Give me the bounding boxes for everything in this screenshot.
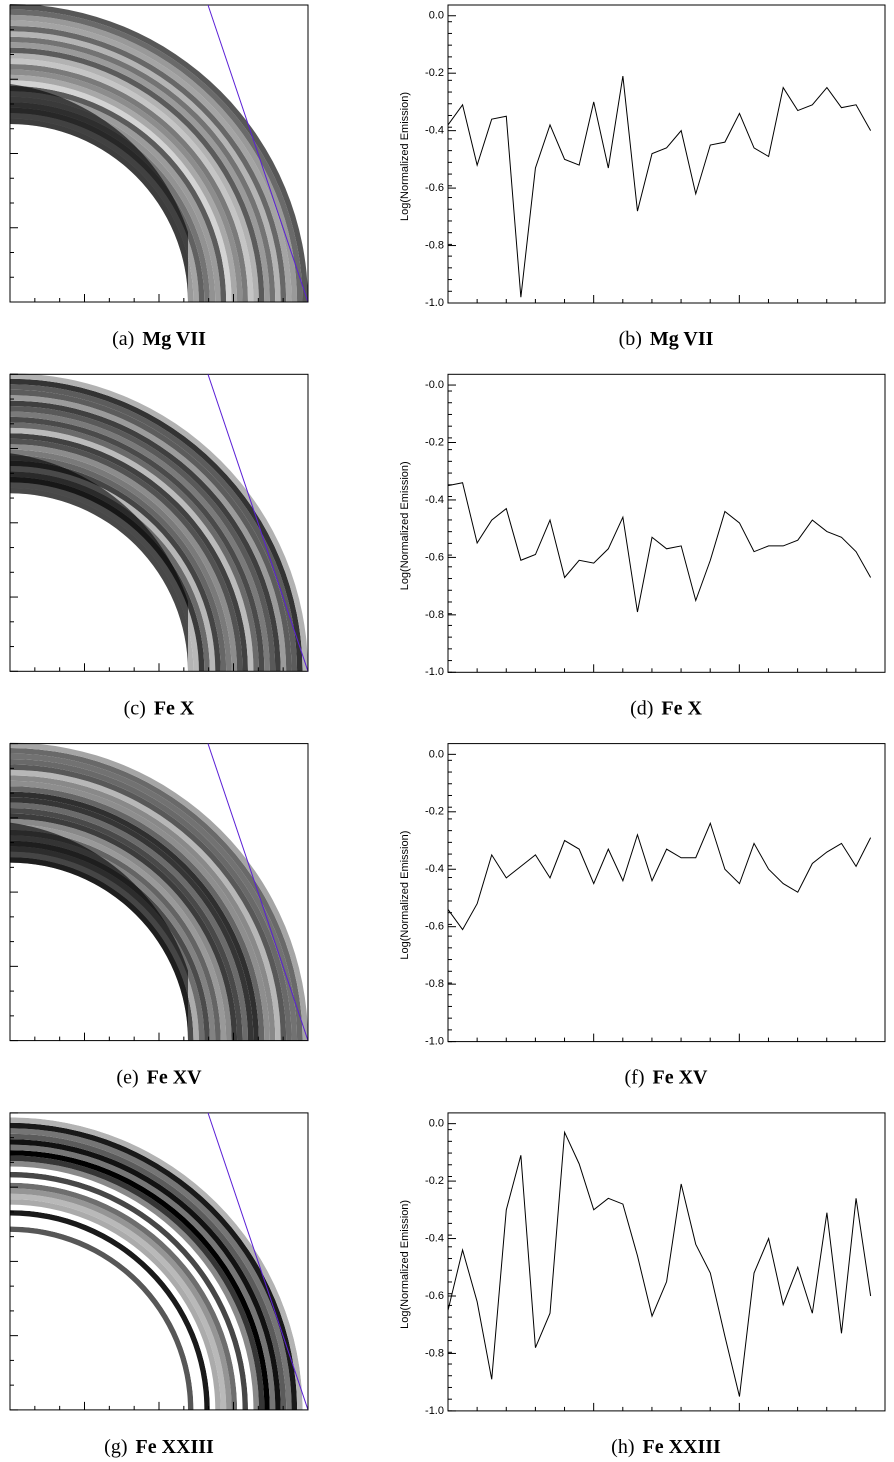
data-line — [447, 75, 872, 298]
caption: (h) Fe XXIII — [611, 1436, 721, 1458]
caption-ion: Fe XXIII — [135, 1436, 214, 1458]
caption: (g) Fe XXIII — [104, 1436, 214, 1458]
caption-label: (c) — [124, 697, 146, 719]
y-axis-label: Log(Normalized Emission) — [399, 831, 411, 960]
y-tick-label: -1.0 — [425, 666, 444, 678]
y-tick-label: -0.6 — [425, 1290, 444, 1302]
emission-image — [10, 4, 308, 303]
y-tick-label: 0.0 — [429, 10, 444, 22]
data-line — [447, 482, 872, 613]
caption-title: Fe X — [661, 697, 702, 719]
dark-wedge — [10, 84, 188, 302]
y-axis-label: Log(Normalized Emission) — [399, 92, 411, 221]
caption-label: (f) — [625, 1067, 645, 1089]
y-axis-label: Log(Normalized Emission) — [399, 1200, 411, 1329]
slit-line — [207, 4, 309, 303]
y-tick-label: -0.2 — [425, 806, 444, 818]
plot-frame — [447, 1112, 886, 1412]
caption-title: Mg VII — [650, 328, 714, 350]
y-tick-label: -0.0 — [425, 379, 444, 391]
caption-ion: Fe X — [154, 697, 195, 719]
emission-image — [10, 742, 308, 1041]
caption-ion: Mg VII — [142, 328, 206, 350]
y-tick-label: -0.4 — [425, 494, 444, 506]
y-tick-label: -0.4 — [425, 863, 444, 875]
y-tick-label: -0.8 — [425, 978, 444, 990]
caption: (a) Mg VII — [112, 328, 206, 350]
y-tick-label: -0.8 — [425, 609, 444, 621]
caption: (d) Fe X — [630, 697, 702, 719]
slit-line — [207, 1112, 309, 1411]
y-tick-label: -1.0 — [425, 297, 444, 309]
y-tick-label: -0.2 — [425, 67, 444, 79]
caption: (e) Fe XV — [116, 1067, 202, 1089]
caption-title: Fe XXIII — [642, 1436, 721, 1458]
y-axis-label: Log(Normalized Emission) — [399, 461, 411, 590]
caption: (b) Mg VII — [619, 328, 714, 350]
y-tick-label: 0.0 — [429, 748, 444, 760]
caption-label: (h) — [611, 1436, 634, 1458]
caption-label: (g) — [104, 1436, 127, 1458]
y-tick-label: -0.2 — [425, 1175, 444, 1187]
y-tick-label: -0.2 — [425, 436, 444, 448]
dark-wedge — [10, 453, 188, 672]
plot-frame — [447, 743, 886, 1043]
y-tick-label: -0.8 — [425, 239, 444, 251]
plot-frame — [447, 4, 886, 304]
y-tick-label: -0.4 — [425, 1232, 444, 1244]
caption-ion: Fe XV — [147, 1067, 203, 1089]
y-tick-label: -1.0 — [425, 1405, 444, 1417]
dark-wedge — [10, 822, 188, 1041]
y-tick-label: -0.4 — [425, 125, 444, 137]
slit-line — [207, 743, 309, 1041]
data-line — [447, 1130, 872, 1397]
y-tick-label: -0.6 — [425, 182, 444, 194]
emission-image — [10, 373, 308, 672]
caption-label: (e) — [116, 1067, 138, 1089]
slit-line — [207, 374, 309, 672]
y-tick-label: 0.0 — [429, 1118, 444, 1130]
y-tick-label: -0.8 — [425, 1347, 444, 1359]
y-tick-label: -1.0 — [425, 1036, 444, 1048]
y-tick-label: -0.6 — [425, 551, 444, 563]
caption-label: (d) — [630, 697, 653, 719]
caption: (c) Fe X — [124, 697, 195, 719]
caption-label: (a) — [112, 328, 134, 350]
emission-image — [10, 1111, 308, 1410]
data-line — [447, 821, 872, 931]
y-tick-label: -0.6 — [425, 921, 444, 933]
plot-frame — [447, 373, 886, 673]
caption-label: (b) — [619, 328, 642, 350]
caption-title: Fe XV — [653, 1067, 709, 1089]
caption: (f) Fe XV — [625, 1067, 709, 1089]
